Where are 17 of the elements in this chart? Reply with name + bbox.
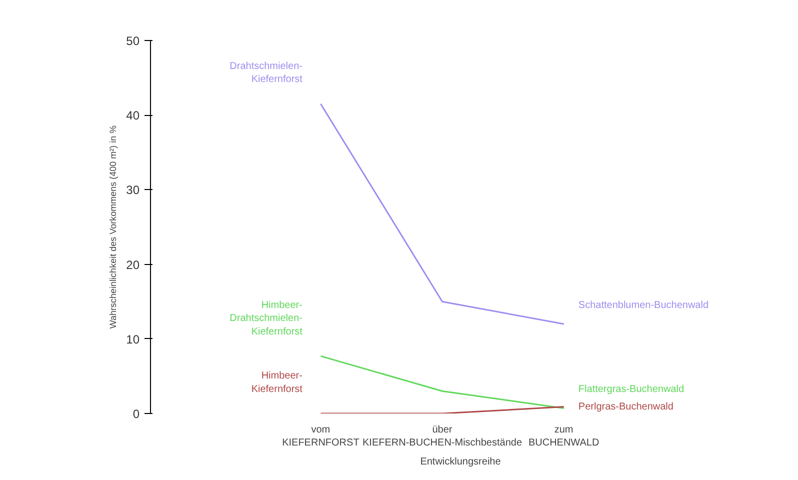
- y-tick-label: 30: [126, 183, 140, 198]
- y-tick-label: 10: [126, 332, 140, 346]
- x-tick-label: über KIEFERN-BUCHEN-Mischbestände: [362, 424, 522, 449]
- annotation: Flattergras-Buchenwald: [578, 384, 684, 396]
- annotation: Schattenblumen-Buchenwald: [578, 300, 709, 311]
- x-tick-label: vom KIEFERNFORST: [282, 424, 360, 449]
- y-axis-title: Wahrscheinlichkeit des Vorkommens (400 m²) in %: [108, 125, 118, 329]
- x-tick-label: zum BUCHENWALD: [528, 424, 600, 449]
- x-axis-title: Entwicklungsreihe: [420, 456, 502, 468]
- y-tick-label: 20: [126, 258, 140, 272]
- annotation: Perlgras-Buchenwald: [578, 401, 674, 412]
- text: Drahtschmielen-Kiefernforst: [230, 61, 303, 86]
- text: Himbeer-Drahtschmielen-Kiefernforst: [230, 300, 303, 338]
- text: Himbeer-Kiefernforst: [251, 370, 303, 395]
- y-tick-label: 50: [126, 34, 140, 48]
- y-tick-label: 0: [132, 407, 140, 421]
- y-tick-label: 40: [126, 108, 140, 123]
